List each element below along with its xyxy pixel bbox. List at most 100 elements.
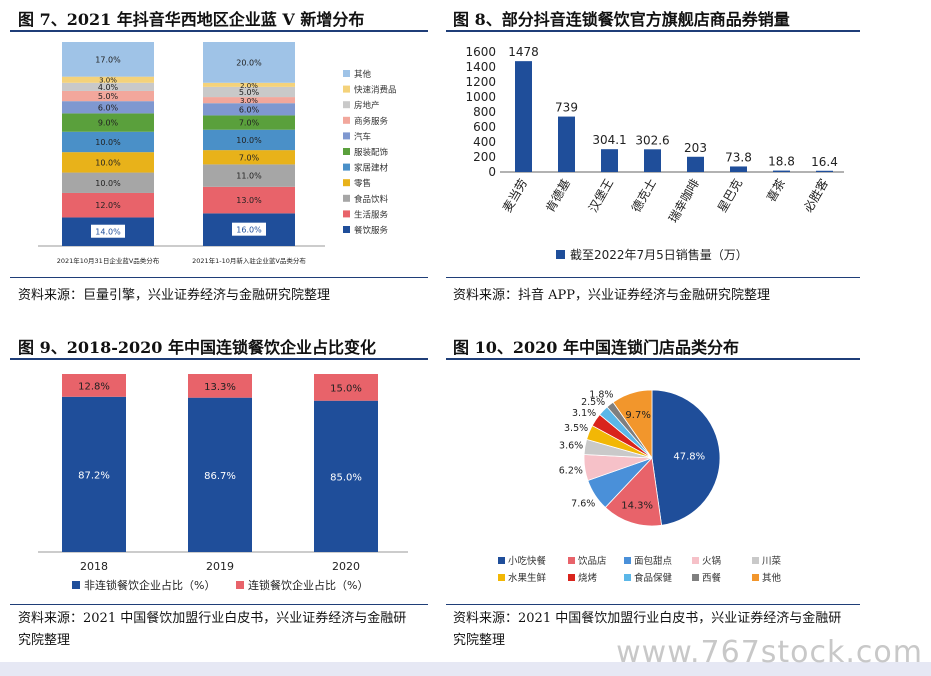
fig7-bar-0-10: [62, 42, 154, 77]
fig7-category-label-0: 2021年10月31日企业蓝V品类分布: [57, 256, 160, 265]
fig7-legend-label-8: 食品饮料: [354, 194, 389, 205]
fig10-slice-label-8: 1.8%: [589, 389, 613, 400]
fig7-bar-label-0-0: 14.0%: [95, 228, 121, 237]
fig10-legend-label-3: 火锅: [702, 556, 721, 567]
fig10-slice-label-3: 6.2%: [559, 466, 583, 477]
fig10-source: 资料来源：2021 中国餐饮加盟行业白皮书，兴业证券经济与金融研究院整理: [453, 611, 842, 648]
fig8-category-label-3: 德克士: [628, 176, 659, 215]
fig8-y-tick-8: 1600: [465, 45, 496, 59]
fig9-category-label-2: 2020: [332, 560, 360, 573]
fig7-bar-label-1-10: 20.0%: [236, 58, 262, 67]
fig7-bar-label-0-9: 3.0%: [99, 77, 117, 85]
fig7-bar-0-7: [62, 90, 154, 102]
fig8-category-label-0: 麦当劳: [500, 177, 530, 215]
fig7-legend-swatch-9: [343, 210, 350, 218]
fig7-title: 图 7、2021 年抖音华西地区企业蓝 V 新增分布: [18, 10, 365, 29]
fig8-value-label-6: 18.8: [768, 155, 795, 169]
fig9-bar-1-0: [188, 397, 252, 552]
fig8-category-label-7: 必胜客: [800, 176, 831, 215]
fig10-legend-label-4: 川菜: [762, 555, 782, 567]
fig7-bar-1-1: [203, 186, 295, 214]
fig10-legend-swatch-6: [568, 574, 575, 581]
fig9-chart: 87.2% 12.8% 2018 86.7% 13.3% 2019 85.0% 15.0% 20…: [38, 374, 408, 592]
fig8-bar-2: [601, 149, 618, 172]
fig9-bar-label-1-0: 86.7%: [204, 471, 236, 482]
fig8-y-tick-0: 0: [488, 165, 496, 179]
fig7-title-rule: [10, 30, 428, 32]
fig7-bar-label-bg-0: [91, 224, 125, 238]
fig7-bar-label-1-7: 3.0%: [240, 97, 258, 105]
fig10-slice-label-4: 3.6%: [559, 441, 583, 452]
fig7-bar-label-1-5: 7.0%: [239, 119, 260, 128]
fig7-legend-label-7: 零售: [354, 178, 371, 189]
fig10-title: 图 10、2020 年中国连锁门店品类分布: [453, 338, 739, 357]
fig7-bar-0-5: [62, 113, 154, 132]
fig7-bar-label-1-1: 13.0%: [236, 196, 262, 205]
fig7-bar-label-1-0: 16.0%: [236, 226, 262, 235]
fig8-category-label-6: 喜茶: [763, 176, 788, 204]
fig9-bar-2-1: [314, 374, 378, 401]
fig10-slice-label-9: 9.7%: [625, 410, 650, 421]
fig10-legend-label-7: 食品保健: [634, 572, 673, 584]
fig7-bar-1-6: [203, 103, 295, 116]
fig10-slice-0: [651, 389, 721, 526]
fig8-bar-4: [687, 156, 704, 172]
fig10-chart: 47.8% 14.3% 7.6% 6.2% 3.6% 3.5% 3.1%2.5%1.8% 9.…: [498, 389, 782, 584]
fig8-source: 资料来源：抖音 APP，兴业证券经济与金融研究院整理: [453, 288, 771, 303]
fig7-bar-label-1-9: 2.0%: [240, 82, 258, 90]
fig9-bar-label-0-1: 12.8%: [78, 381, 110, 392]
fig7-bar-0-1: [62, 192, 154, 218]
fig10-legend-label-0: 小吃快餐: [508, 555, 547, 567]
page-bottom-band: [0, 662, 931, 676]
fig7-bar-0-8: [62, 82, 154, 91]
fig8-bar-1: [558, 116, 575, 172]
fig7-bar-label-0-3: 10.0%: [95, 158, 121, 167]
fig8-y-tick-3: 600: [473, 120, 496, 134]
fig7-bar-1-9: [203, 82, 295, 87]
fig7-legend-swatch-0: [343, 70, 350, 77]
fig8-value-label-4: 203: [684, 141, 707, 155]
fig8-y-tick-5: 1000: [465, 90, 496, 104]
fig10-legend-swatch-1: [568, 557, 575, 564]
fig10-legend-swatch-7: [624, 574, 631, 581]
fig8-value-label-5: 73.8: [725, 150, 752, 164]
fig10-legend-label-1: 饮品店: [578, 555, 607, 567]
fig7-bar-1-7: [203, 97, 295, 104]
fig8-value-label-7: 16.4: [811, 155, 838, 169]
fig7-legend-label-6: 家居建材: [354, 163, 389, 174]
fig7-bar-label-0-1: 12.0%: [95, 201, 121, 210]
fig10-slice-9: [612, 389, 653, 460]
fig8-category-label-2: 汉堡王: [585, 176, 616, 215]
fig10-legend-swatch-8: [692, 574, 699, 581]
fig7-legend-swatch-2: [343, 101, 350, 109]
fig10-slice-label-1: 14.3%: [621, 501, 653, 512]
fig10-slice-label-0: 47.8%: [673, 451, 705, 462]
fig9-bar-label-1-1: 13.3%: [204, 382, 236, 393]
watermark: www.767stock.com: [616, 635, 923, 670]
fig8-category-label-1: 肯德基: [542, 176, 573, 215]
fig7-legend-label-0: 其他: [354, 69, 372, 80]
fig10-legend-swatch-4: [752, 557, 759, 564]
fig7-source: 资料来源：巨量引擎，兴业证券经济与金融研究院整理: [18, 288, 331, 303]
fig7-bar-label-1-2: 11.0%: [236, 172, 262, 181]
fig7-bar-1-2: [203, 164, 295, 187]
fig7-legend-label-9: 生活服务: [354, 209, 389, 220]
fig10-slice-1: [604, 457, 663, 527]
fig7-bar-label-bg-1: [232, 222, 266, 236]
fig7-bar-label-0-10: 17.0%: [95, 55, 121, 64]
fig7-bar-0-4: [62, 131, 154, 153]
fig7-bar-label-0-8: 4.0%: [98, 83, 119, 92]
fig7-legend-swatch-7: [343, 179, 350, 187]
fig7-category-label-1: 2021年1-10月新入驻企业蓝V品类分布: [192, 256, 306, 265]
fig10-legend-label-9: 其他: [762, 572, 782, 584]
fig8-bar-7: [816, 170, 833, 172]
fig9-title-rule: [10, 358, 428, 360]
fig7-bar-0-9: [62, 76, 154, 83]
fig9-bar-0-0: [62, 396, 126, 552]
fig8-bar-3: [644, 149, 661, 172]
fig7-legend-label-10: 餐饮服务: [354, 225, 389, 236]
fig8-y-tick-2: 400: [473, 135, 496, 149]
fig7-bar-1-3: [203, 150, 295, 165]
fig10-legend-swatch-2: [624, 557, 631, 564]
fig10-slice-label-2: 7.6%: [571, 499, 595, 510]
